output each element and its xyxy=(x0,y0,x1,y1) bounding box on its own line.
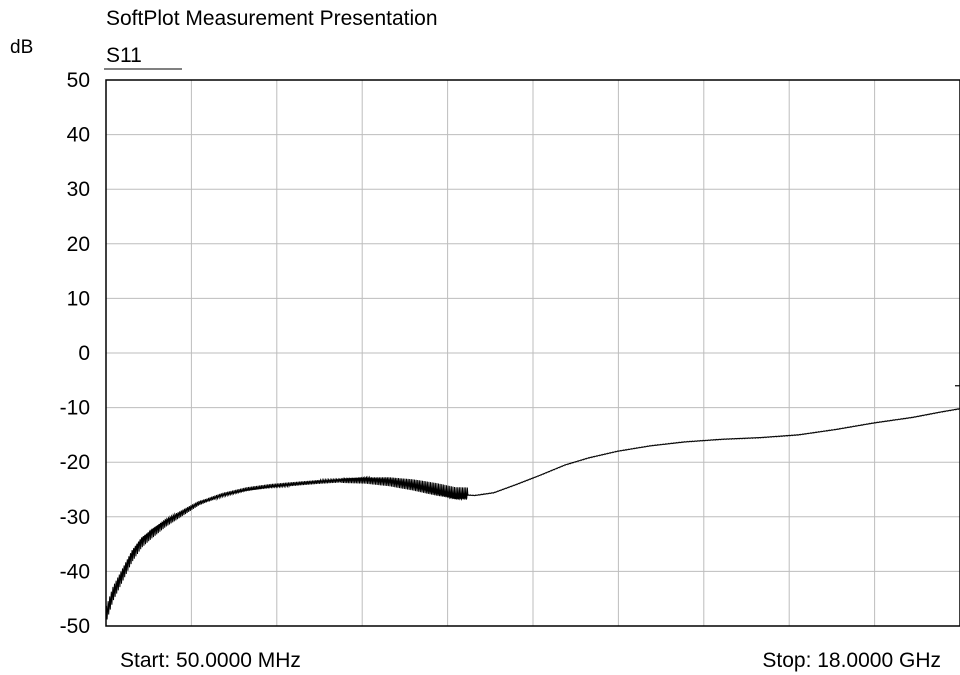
legend-label-s11: S11 xyxy=(106,44,142,67)
series-layer xyxy=(105,385,960,620)
plot-frame xyxy=(105,79,960,627)
y-tick-label: 50 xyxy=(67,69,90,92)
x-stop-label: Stop: 18.0000 GHz xyxy=(762,649,941,672)
grid xyxy=(106,80,960,626)
y-tick-label: -50 xyxy=(60,615,90,638)
chart-title: SoftPlot Measurement Presentation xyxy=(106,7,438,30)
y-tick-label: 0 xyxy=(78,342,90,365)
y-tick-label: 20 xyxy=(67,233,90,256)
y-tick-label: 30 xyxy=(67,178,90,201)
y-tick-label: -30 xyxy=(60,506,90,529)
y-tick-label: -10 xyxy=(60,397,90,420)
y-tick-label: 40 xyxy=(67,124,90,147)
x-start-label: Start: 50.0000 MHz xyxy=(120,649,301,672)
y-tick-label: 10 xyxy=(67,287,90,310)
y-tick-label: -40 xyxy=(60,560,90,583)
y-axis-label: dB xyxy=(10,37,33,58)
y-tick-label: -20 xyxy=(60,451,90,474)
series-s11-trace xyxy=(105,408,960,620)
y-tick-labels: 50 40 30 20 10 0 -10 -20 -30 -40 -50 xyxy=(60,69,90,638)
